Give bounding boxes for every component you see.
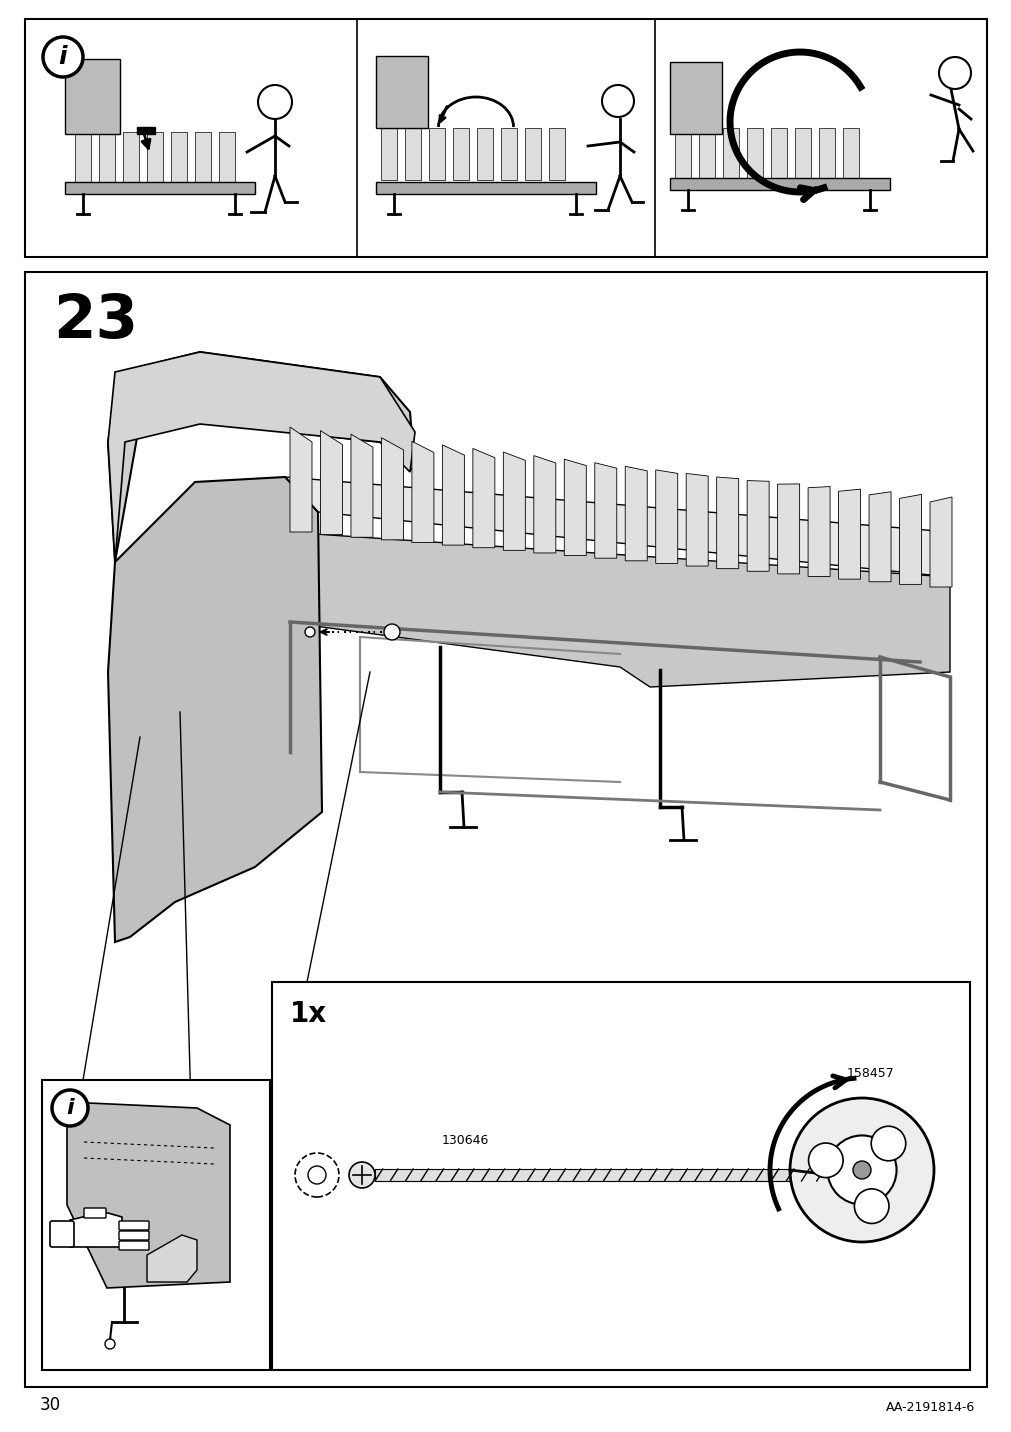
FancyBboxPatch shape [669, 178, 889, 190]
Polygon shape [285, 533, 949, 687]
FancyBboxPatch shape [818, 127, 834, 180]
Circle shape [383, 624, 399, 640]
Polygon shape [285, 477, 949, 577]
Polygon shape [838, 490, 859, 579]
FancyBboxPatch shape [42, 1080, 270, 1370]
Polygon shape [502, 453, 525, 550]
Polygon shape [625, 467, 647, 561]
Polygon shape [108, 477, 321, 942]
FancyBboxPatch shape [722, 127, 738, 180]
Polygon shape [108, 352, 415, 561]
FancyBboxPatch shape [669, 62, 721, 135]
Polygon shape [442, 445, 464, 546]
FancyBboxPatch shape [65, 59, 120, 135]
FancyBboxPatch shape [119, 1221, 149, 1230]
FancyBboxPatch shape [525, 127, 541, 180]
Polygon shape [564, 460, 585, 556]
FancyBboxPatch shape [795, 127, 810, 180]
Circle shape [258, 84, 292, 119]
Circle shape [105, 1339, 115, 1349]
FancyBboxPatch shape [500, 127, 517, 180]
Polygon shape [746, 481, 768, 571]
Text: 158457: 158457 [846, 1067, 894, 1080]
FancyBboxPatch shape [272, 982, 969, 1370]
FancyBboxPatch shape [380, 127, 396, 180]
Circle shape [853, 1189, 888, 1223]
FancyBboxPatch shape [842, 127, 858, 180]
Text: 30: 30 [40, 1396, 61, 1413]
Polygon shape [108, 352, 415, 561]
FancyBboxPatch shape [171, 132, 187, 183]
Circle shape [938, 57, 970, 89]
FancyBboxPatch shape [84, 1209, 106, 1219]
FancyBboxPatch shape [746, 127, 762, 180]
Polygon shape [776, 484, 799, 574]
FancyBboxPatch shape [376, 56, 428, 127]
Text: AA-2191814-6: AA-2191814-6 [885, 1400, 974, 1413]
FancyBboxPatch shape [674, 127, 691, 180]
FancyBboxPatch shape [75, 132, 91, 183]
Polygon shape [70, 1213, 122, 1247]
Text: 1x: 1x [290, 1000, 327, 1028]
FancyBboxPatch shape [375, 1169, 831, 1181]
Text: 23: 23 [53, 292, 137, 351]
Circle shape [808, 1143, 842, 1177]
FancyBboxPatch shape [770, 127, 787, 180]
FancyBboxPatch shape [136, 127, 155, 135]
Polygon shape [868, 491, 890, 581]
Polygon shape [929, 497, 951, 587]
Text: i: i [59, 44, 68, 69]
Circle shape [852, 1161, 870, 1179]
FancyBboxPatch shape [119, 1232, 149, 1240]
Polygon shape [533, 455, 555, 553]
FancyBboxPatch shape [99, 132, 115, 183]
Circle shape [602, 84, 633, 117]
Polygon shape [147, 1234, 197, 1282]
Polygon shape [594, 463, 616, 558]
Circle shape [304, 627, 314, 637]
Circle shape [349, 1161, 375, 1189]
Polygon shape [808, 487, 829, 577]
Polygon shape [411, 441, 434, 543]
FancyBboxPatch shape [147, 132, 163, 183]
Circle shape [52, 1090, 88, 1126]
FancyBboxPatch shape [376, 182, 595, 193]
FancyBboxPatch shape [119, 1242, 149, 1250]
Polygon shape [290, 427, 311, 533]
Text: 130646: 130646 [442, 1134, 489, 1147]
FancyBboxPatch shape [548, 127, 564, 180]
FancyBboxPatch shape [65, 182, 255, 193]
FancyBboxPatch shape [25, 272, 986, 1388]
FancyBboxPatch shape [218, 132, 235, 183]
FancyBboxPatch shape [429, 127, 445, 180]
Polygon shape [899, 494, 921, 584]
Text: i: i [66, 1098, 74, 1118]
FancyBboxPatch shape [195, 132, 210, 183]
Polygon shape [716, 477, 738, 569]
Circle shape [790, 1098, 933, 1242]
Circle shape [870, 1126, 905, 1161]
Polygon shape [351, 434, 373, 537]
Polygon shape [320, 431, 342, 534]
Polygon shape [67, 1103, 229, 1287]
Circle shape [827, 1136, 896, 1204]
Polygon shape [655, 470, 677, 563]
FancyBboxPatch shape [50, 1221, 74, 1247]
FancyBboxPatch shape [25, 19, 986, 256]
FancyBboxPatch shape [123, 132, 139, 183]
Polygon shape [381, 438, 403, 540]
FancyBboxPatch shape [476, 127, 492, 180]
FancyBboxPatch shape [404, 127, 421, 180]
Circle shape [42, 37, 83, 77]
FancyBboxPatch shape [453, 127, 468, 180]
Polygon shape [685, 474, 708, 566]
Polygon shape [472, 448, 494, 547]
FancyBboxPatch shape [699, 127, 715, 180]
